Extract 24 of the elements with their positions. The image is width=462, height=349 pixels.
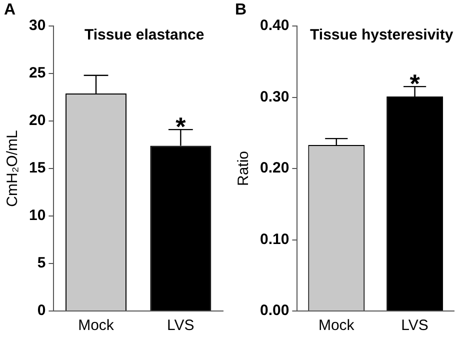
y-axis-title: Ratio — [235, 150, 252, 186]
y-tick-label: 0.40 — [260, 17, 290, 34]
x-tick-label: LVS — [401, 317, 428, 334]
text: B — [235, 1, 247, 18]
y-tick-label: 0.10 — [260, 230, 290, 248]
y-tick-label: 0.20 — [260, 160, 290, 177]
y-tick-label: 15 — [28, 160, 46, 177]
x-tick-label: Mock — [318, 317, 355, 334]
chart-title: Tissue elastance — [84, 26, 204, 44]
x-tick-label: Mock — [78, 317, 114, 334]
y-tick-label: 10 — [28, 207, 46, 224]
y-tick-label: 30 — [28, 17, 46, 34]
chart-title: Tissue hysteresivity — [310, 26, 454, 44]
y-tick-label: 0.00 — [260, 302, 290, 320]
y-tick-label: 0 — [37, 302, 46, 320]
text: A — [4, 1, 16, 18]
y-tick-label: 0.30 — [260, 88, 290, 106]
y-tick-label: 20 — [28, 112, 46, 130]
y-axis-title: CmH₂O/mL — [4, 130, 22, 207]
x-tick-label: LVS — [167, 317, 194, 334]
y-tick-label: 25 — [28, 64, 46, 82]
annotation: * — [176, 112, 187, 142]
y-tick-label: 5 — [37, 254, 46, 272]
annotation: * — [410, 68, 421, 99]
